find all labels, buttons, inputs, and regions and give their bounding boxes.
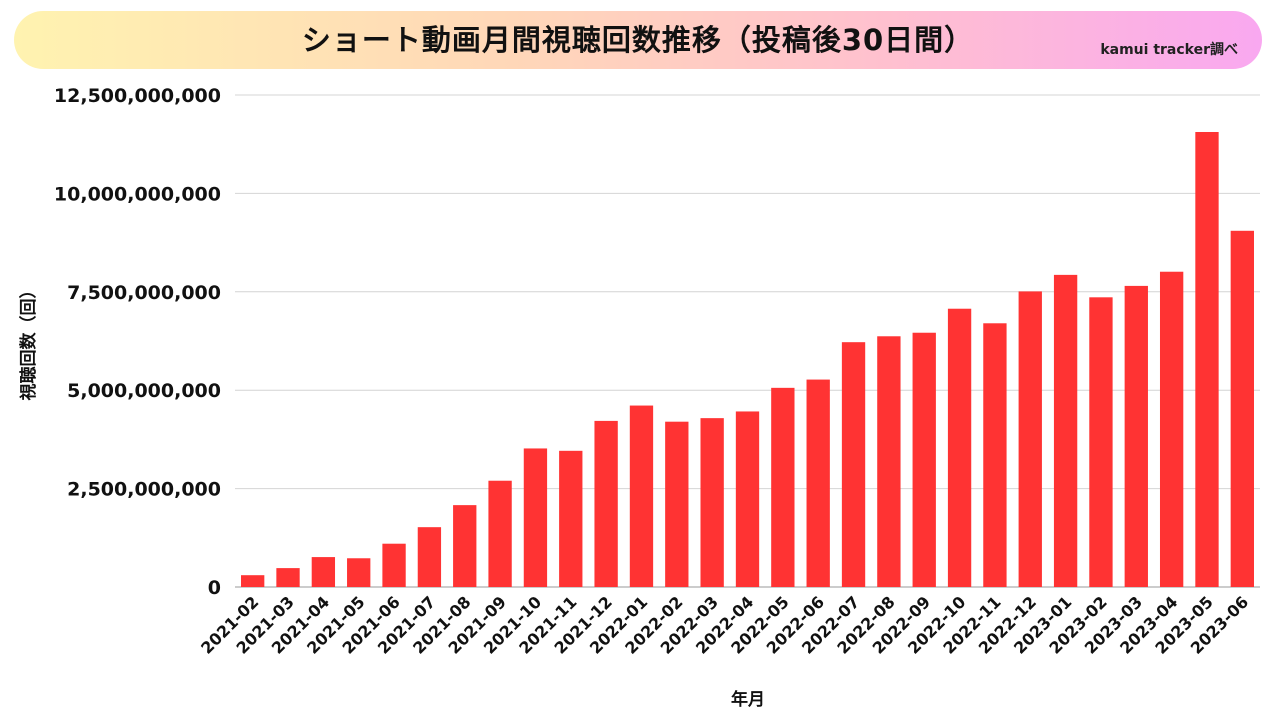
bar-2021-04	[311, 557, 336, 587]
bar-2022-04	[735, 411, 760, 587]
bar-2022-01	[629, 405, 654, 587]
x-axis-label: 年月	[731, 689, 765, 710]
bar-2022-12	[1018, 291, 1042, 587]
y-tick-label: 7,500,000,000	[67, 282, 221, 304]
bar-2023-06	[1230, 230, 1254, 588]
bar-2022-08	[877, 336, 901, 587]
bar-2023-01	[1053, 274, 1078, 587]
bar-2023-04	[1159, 271, 1184, 587]
bar-2022-10	[947, 308, 972, 587]
bar-2021-08	[453, 505, 477, 587]
y-tick-label: 12,500,000,000	[54, 85, 221, 107]
bar-2022-02	[665, 421, 689, 587]
bar-2021-10	[523, 448, 548, 587]
bar-2021-09	[488, 480, 512, 587]
bar-2022-11	[983, 323, 1007, 587]
title-banner: ショート動画月間視聴回数推移（投稿後30日間） kamui tracker調べ	[14, 11, 1262, 69]
bar-2021-12	[594, 420, 618, 587]
grid-lines	[235, 94, 1260, 588]
y-tick-label: 2,500,000,000	[67, 479, 221, 501]
chart-title: ショート動画月間視聴回数推移（投稿後30日間）	[301, 23, 975, 57]
bar-2023-03	[1124, 285, 1148, 587]
bar-2021-07	[417, 527, 442, 587]
source-note: kamui tracker調べ	[1100, 42, 1238, 58]
bar-2021-11	[559, 450, 583, 587]
y-tick-label: 0	[208, 577, 221, 599]
bar-2023-02	[1089, 297, 1113, 587]
y-axis-label: 視聴回数（回）	[18, 282, 39, 402]
bar-2021-05	[347, 558, 371, 587]
bars	[241, 131, 1254, 588]
x-tick-labels: 2021-022021-032021-042021-052021-062021-…	[197, 592, 1252, 657]
bar-2022-05	[771, 387, 795, 587]
bar-2022-03	[700, 418, 724, 587]
bar-2021-06	[382, 543, 406, 587]
y-tick-labels: 0 2,500,000,000 5,000,000,000 7,500,000,000…	[54, 85, 221, 599]
bar-2022-06	[806, 379, 830, 587]
y-tick-label: 10,000,000,000	[54, 183, 221, 205]
bar-2021-02	[241, 575, 265, 587]
bar-2022-09	[912, 332, 936, 587]
bar-2022-07	[841, 342, 866, 587]
bar-2023-05	[1195, 131, 1219, 587]
bar-2021-03	[276, 568, 300, 587]
y-tick-label: 5,000,000,000	[67, 380, 221, 402]
